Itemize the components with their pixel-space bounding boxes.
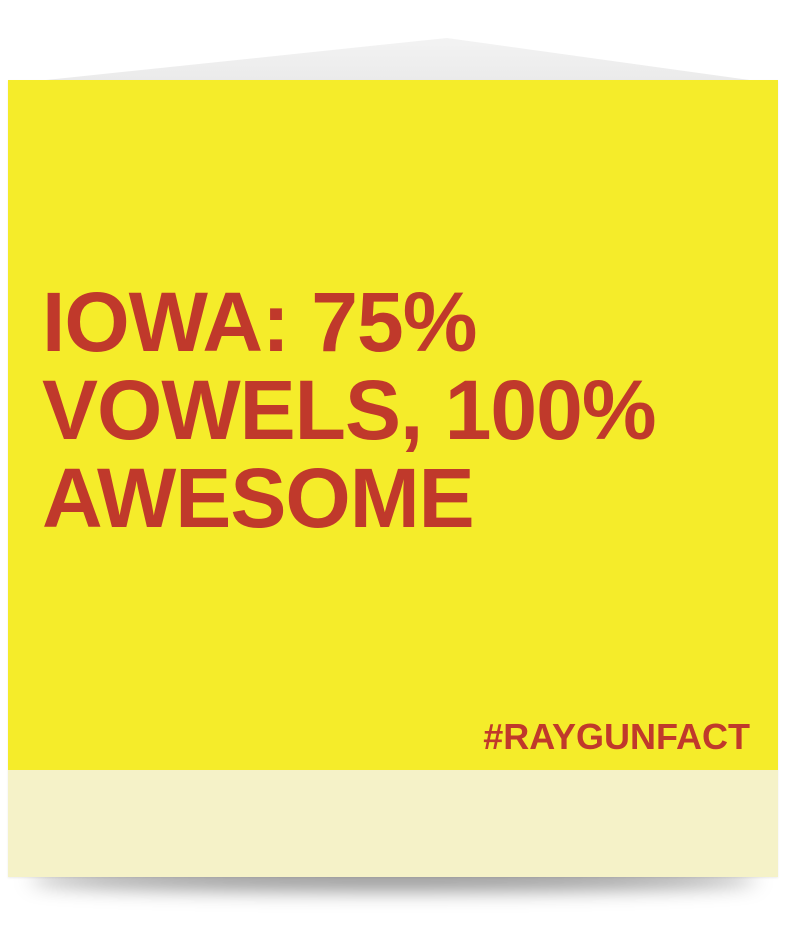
- card-top-flap: [8, 38, 778, 84]
- hashtag-label: #RAYGUNFACT: [483, 716, 750, 757]
- card-bottom-band: [8, 770, 778, 877]
- fact-card: IOWA: 75% VOWELS, 100% AWESOME #RAYGUNFA…: [8, 80, 778, 877]
- fact-headline: IOWA: 75% VOWELS, 100% AWESOME: [42, 275, 657, 545]
